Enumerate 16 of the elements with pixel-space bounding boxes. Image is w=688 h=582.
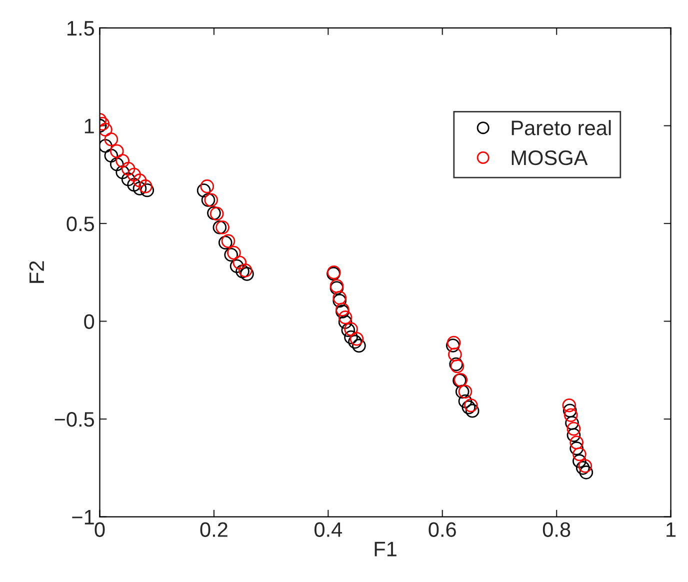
legend-label: Pareto real	[512, 120, 611, 136]
x-tick-label: 0.6	[428, 522, 456, 537]
y-tick-label: −1	[72, 510, 94, 524]
x-tick-label: 0	[94, 522, 105, 537]
y-axis-title: F2	[29, 261, 44, 283]
x-tick-label: 0.4	[314, 522, 342, 537]
y-tick-label: −0.5	[54, 412, 94, 427]
y-tick-label: 1	[84, 118, 94, 134]
legend-label: MOSGA	[512, 150, 588, 166]
x-axis-title: F1	[374, 542, 396, 556]
x-tick-label: 0.2	[200, 522, 228, 537]
y-tick-label: 0.5	[66, 216, 94, 232]
y-tick-label: 0	[84, 314, 94, 330]
x-tick-label: 0.8	[542, 522, 570, 537]
y-tick-label: 1.5	[68, 21, 94, 36]
x-tick-label: 1	[666, 522, 676, 537]
